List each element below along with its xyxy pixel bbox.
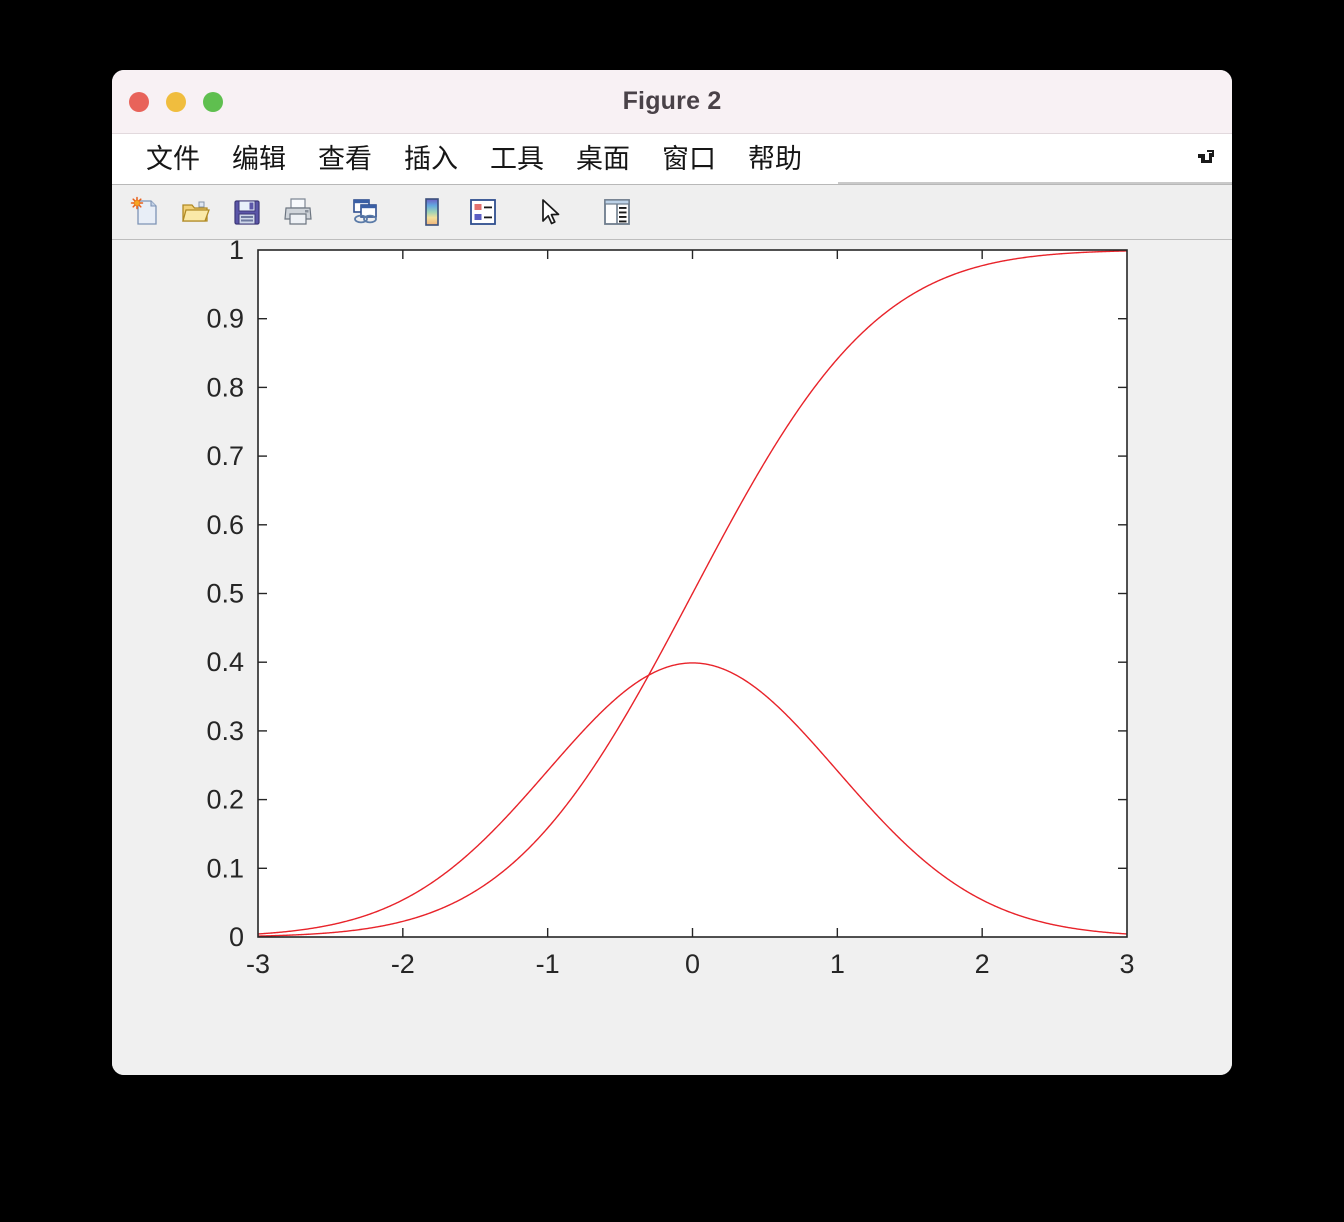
new-figure-icon[interactable] (126, 193, 164, 231)
window-controls (129, 92, 223, 112)
menu-bar: 文件 编辑 查看 插入 工具 桌面 窗口 帮助 (112, 134, 1232, 185)
y-tick-label: 0.8 (206, 372, 244, 402)
series-normal-pdf (257, 662, 1128, 935)
plot-box (257, 249, 1128, 938)
figure-canvas: 0 0.1 0.2 0.3 0.4 0.5 0.6 0.7 0.8 0.9 1 -3 -2 -1 0 1 2 3 (112, 240, 1232, 1075)
pointer-arrow-icon[interactable] (531, 193, 569, 231)
save-floppy-icon[interactable] (228, 193, 266, 231)
y-tick-label: 0.5 (206, 579, 244, 609)
property-inspector-icon[interactable] (598, 193, 636, 231)
menu-item-help[interactable]: 帮助 (748, 143, 802, 174)
minimize-button[interactable] (166, 92, 186, 112)
link-plot-icon[interactable] (346, 193, 384, 231)
menu-item-view[interactable]: 查看 (318, 143, 372, 174)
y-tick-label: 0 (229, 922, 244, 952)
plot-axes[interactable]: 0 0.1 0.2 0.3 0.4 0.5 0.6 0.7 0.8 0.9 1 -3 -2 -1 0 1 2 3 (112, 240, 1232, 1075)
menu-item-window[interactable]: 窗口 (662, 143, 716, 174)
legend-icon[interactable] (464, 193, 502, 231)
menu-item-tools[interactable]: 工具 (490, 143, 544, 174)
y-tick-label: 0.6 (206, 510, 244, 540)
menu-item-file[interactable]: 文件 (146, 143, 200, 174)
y-tick-label: 0.1 (206, 853, 244, 883)
title-bar: Figure 2 (112, 70, 1232, 134)
series-normal-cdf (257, 250, 1128, 937)
y-tick-label: 1 (229, 240, 244, 265)
x-tick-label: -1 (536, 949, 560, 979)
x-tick-label: -2 (391, 949, 415, 979)
x-tick-label: 0 (685, 949, 700, 979)
close-button[interactable] (129, 92, 149, 112)
expand-arrow-icon[interactable] (1194, 147, 1216, 169)
x-tick-label: 1 (830, 949, 845, 979)
toolbar (112, 185, 1232, 240)
y-tick-label: 0.2 (206, 785, 244, 815)
x-tick-label: -3 (246, 949, 270, 979)
print-icon[interactable] (279, 193, 317, 231)
menu-bar-rule (838, 182, 1232, 184)
menu-item-desktop[interactable]: 桌面 (576, 143, 630, 174)
x-tick-label: 3 (1119, 949, 1134, 979)
y-tick-label: 0.7 (206, 441, 244, 471)
y-tick-label: 0.4 (206, 647, 244, 677)
y-tick-label: 0.9 (206, 304, 244, 334)
figure-window: Figure 2 文件 编辑 查看 插入 工具 桌面 窗口 帮助 (112, 70, 1232, 1075)
menu-item-insert[interactable]: 插入 (404, 143, 458, 174)
x-tick-label: 2 (975, 949, 990, 979)
menu-item-edit[interactable]: 编辑 (232, 143, 286, 174)
window-title: Figure 2 (622, 87, 722, 115)
y-tick-label: 0.3 (206, 716, 244, 746)
colorbar-icon[interactable] (413, 193, 451, 231)
open-folder-icon[interactable] (177, 193, 215, 231)
maximize-button[interactable] (203, 92, 223, 112)
